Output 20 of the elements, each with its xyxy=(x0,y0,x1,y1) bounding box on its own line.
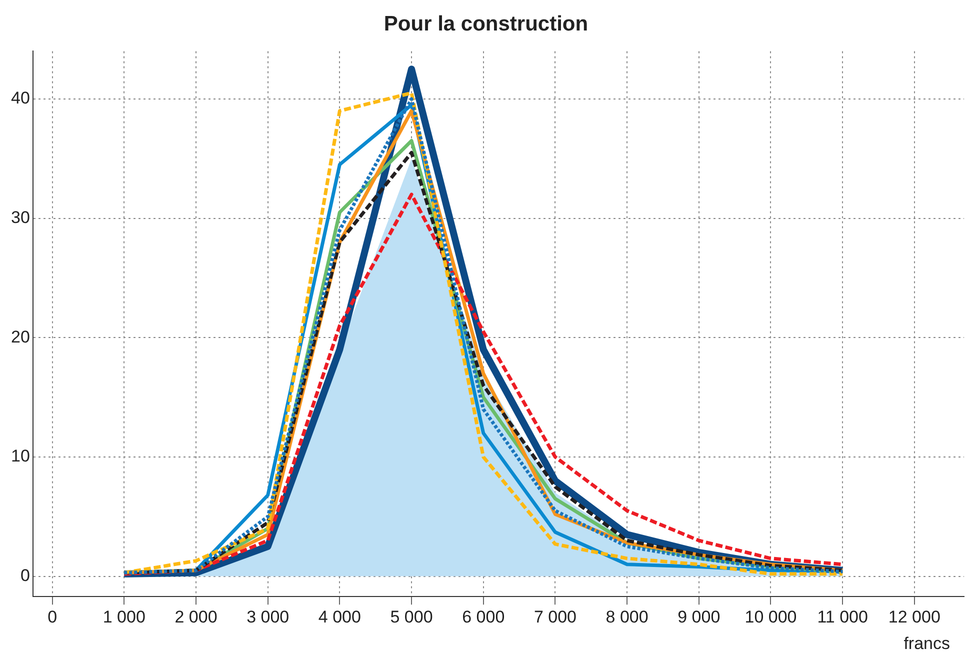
x-axis-title: francs xyxy=(904,634,950,654)
x-tick-label: 0 xyxy=(48,607,58,626)
x-tick-label: 2 000 xyxy=(174,607,218,626)
y-tick-label: 40 xyxy=(10,88,30,108)
y-tick-label: 30 xyxy=(10,208,30,227)
x-tick-label: 10 000 xyxy=(744,607,797,626)
x-tick-label: 3 000 xyxy=(246,607,290,626)
x-tick-label: 1 000 xyxy=(102,607,146,626)
x-tick-label: 5 000 xyxy=(390,607,433,626)
chart-title: Pour la construction xyxy=(384,12,588,36)
y-tick-label: 0 xyxy=(20,566,30,585)
x-tick-label: 12 000 xyxy=(888,607,940,626)
x-tick-label: 6 000 xyxy=(462,607,505,626)
x-tick-label: 4 000 xyxy=(318,607,361,626)
y-tick-label: 20 xyxy=(10,327,30,346)
x-tick-label: 9 000 xyxy=(678,607,720,626)
x-tick-label: 8 000 xyxy=(606,607,648,626)
y-tick-label: 10 xyxy=(10,446,30,466)
x-tick-label: 11 000 xyxy=(817,607,868,626)
x-tick-label: 7 000 xyxy=(534,607,576,626)
